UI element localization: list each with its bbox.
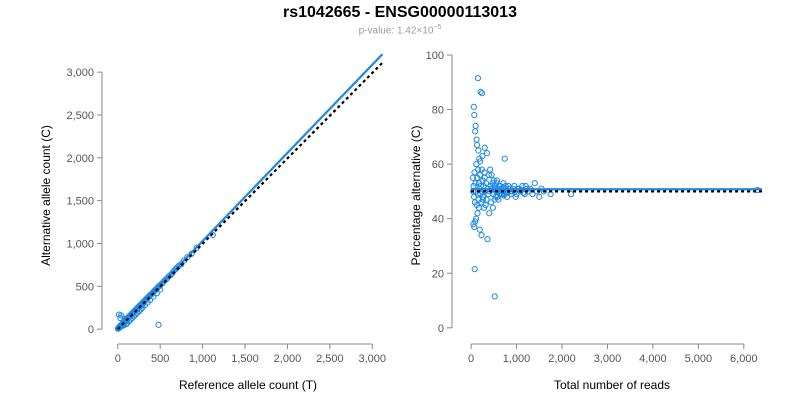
right-data-point bbox=[476, 171, 484, 179]
left-y-tick-label: 2,500 bbox=[66, 110, 94, 122]
right-data-point bbox=[469, 174, 477, 181]
right-data-point bbox=[472, 180, 479, 187]
right-data-point bbox=[472, 122, 479, 130]
right-x-axis-title: Total number of reads bbox=[554, 378, 670, 392]
right-x-tick-label: 0 bbox=[468, 353, 474, 365]
left-x-tick-label: 0 bbox=[115, 353, 121, 365]
right-data-point bbox=[471, 111, 478, 119]
left-fit-line bbox=[116, 53, 384, 330]
left-data-point bbox=[167, 272, 174, 279]
right-data-point bbox=[495, 196, 502, 203]
left-data-point bbox=[117, 314, 124, 322]
right-data-point bbox=[472, 128, 479, 135]
allele-count-scatter-chart: 0 500 1,000 1,500 2,000 2,500 3,000 0 500 1,000 1,… bbox=[39, 53, 387, 392]
right-data-point bbox=[487, 199, 495, 206]
right-data-point bbox=[486, 210, 493, 217]
right-data-point bbox=[481, 144, 488, 151]
right-data-point bbox=[484, 236, 491, 243]
left-y-tick-label: 0 bbox=[88, 324, 94, 336]
right-data-point bbox=[473, 161, 480, 168]
right-data-point bbox=[473, 141, 481, 149]
right-x-tick-label: 5,000 bbox=[685, 353, 713, 365]
right-data-point bbox=[482, 180, 490, 187]
left-data-point bbox=[209, 231, 216, 239]
left-data-point bbox=[146, 296, 154, 304]
right-data-point bbox=[493, 177, 501, 184]
figure-title: rs1042665 - ENSG00000113013 bbox=[283, 4, 517, 21]
right-data-point bbox=[475, 147, 482, 154]
left-x-tick-label: 2,500 bbox=[316, 353, 344, 365]
left-x-tick-label: 2,000 bbox=[274, 353, 302, 365]
right-data-point bbox=[471, 266, 478, 273]
right-data-point bbox=[473, 136, 480, 143]
right-data-point bbox=[478, 199, 485, 206]
right-data-point bbox=[501, 155, 508, 162]
left-data-point bbox=[174, 264, 181, 271]
right-data-point bbox=[521, 191, 528, 198]
left-x-tick-label: 1,000 bbox=[189, 353, 217, 365]
right-y-tick-label: 20 bbox=[432, 268, 444, 280]
right-data-point bbox=[470, 103, 477, 110]
right-x-tick-label: 3,000 bbox=[594, 353, 622, 365]
right-data-point bbox=[481, 169, 488, 176]
right-data-point bbox=[503, 193, 511, 200]
right-data-point bbox=[536, 193, 543, 200]
left-x-tick-label: 1,500 bbox=[231, 353, 259, 365]
left-reference-line bbox=[117, 61, 384, 330]
right-data-point bbox=[474, 210, 481, 217]
right-data-point bbox=[473, 201, 480, 209]
p-value-subtitle: p-value: 1.42×10−5 bbox=[0, 24, 800, 36]
p-value-text: p-value: 1.42×10 bbox=[358, 25, 434, 37]
left-data-point bbox=[155, 321, 162, 328]
right-data-point bbox=[485, 171, 492, 179]
right-data-point bbox=[474, 75, 482, 82]
right-data-point bbox=[488, 171, 495, 179]
right-data-point bbox=[478, 90, 486, 97]
right-x-tick-label: 1,000 bbox=[503, 353, 531, 365]
right-data-point bbox=[531, 180, 538, 187]
left-y-axis-title: Alternative allele count (C) bbox=[39, 125, 53, 266]
right-y-tick-label: 40 bbox=[432, 214, 444, 226]
left-x-tick-label: 3,000 bbox=[359, 353, 387, 365]
right-data-point bbox=[483, 196, 490, 203]
right-y-tick-label: 0 bbox=[438, 323, 444, 335]
right-y-tick-label: 60 bbox=[432, 159, 444, 171]
right-y-axis-title: Percentage alternative (C) bbox=[409, 125, 423, 265]
right-data-point bbox=[480, 204, 488, 211]
right-data-point bbox=[477, 88, 484, 95]
right-data-point bbox=[475, 166, 482, 173]
p-value-exponent: −5 bbox=[433, 24, 442, 31]
right-data-point bbox=[476, 226, 483, 233]
left-y-tick-label: 1,000 bbox=[66, 238, 94, 250]
right-data-point bbox=[487, 166, 494, 173]
left-x-axis-title: Reference allele count (T) bbox=[179, 378, 317, 392]
right-data-point bbox=[489, 204, 497, 211]
left-y-tick-label: 3,000 bbox=[66, 67, 94, 79]
right-x-tick-label: 4,000 bbox=[639, 353, 667, 365]
right-data-point bbox=[471, 169, 478, 176]
right-x-tick-label: 2,000 bbox=[548, 353, 576, 365]
right-y-tick-label: 80 bbox=[432, 105, 444, 117]
left-y-tick-label: 500 bbox=[76, 281, 94, 293]
right-data-point bbox=[512, 193, 519, 200]
right-x-tick-label: 6,000 bbox=[730, 353, 758, 365]
right-data-point bbox=[500, 180, 507, 187]
right-data-point bbox=[472, 218, 479, 225]
left-data-point bbox=[165, 273, 172, 280]
right-data-point bbox=[472, 215, 480, 222]
left-data-point bbox=[118, 312, 125, 319]
left-y-tick-label: 1,500 bbox=[66, 196, 94, 208]
right-data-point bbox=[491, 293, 498, 300]
right-data-point bbox=[479, 152, 486, 160]
right-y-tick-label: 100 bbox=[426, 50, 444, 62]
right-data-point bbox=[483, 150, 491, 157]
right-data-point bbox=[478, 231, 485, 239]
left-y-tick-label: 2,000 bbox=[66, 153, 94, 165]
right-data-point bbox=[567, 191, 575, 198]
percentage-alternative-scatter-chart: 0 1,000 2,000 3,000 4,000 5,000 6,000 0 20 40 60 80… bbox=[409, 50, 762, 392]
left-x-tick-label: 500 bbox=[151, 353, 169, 365]
